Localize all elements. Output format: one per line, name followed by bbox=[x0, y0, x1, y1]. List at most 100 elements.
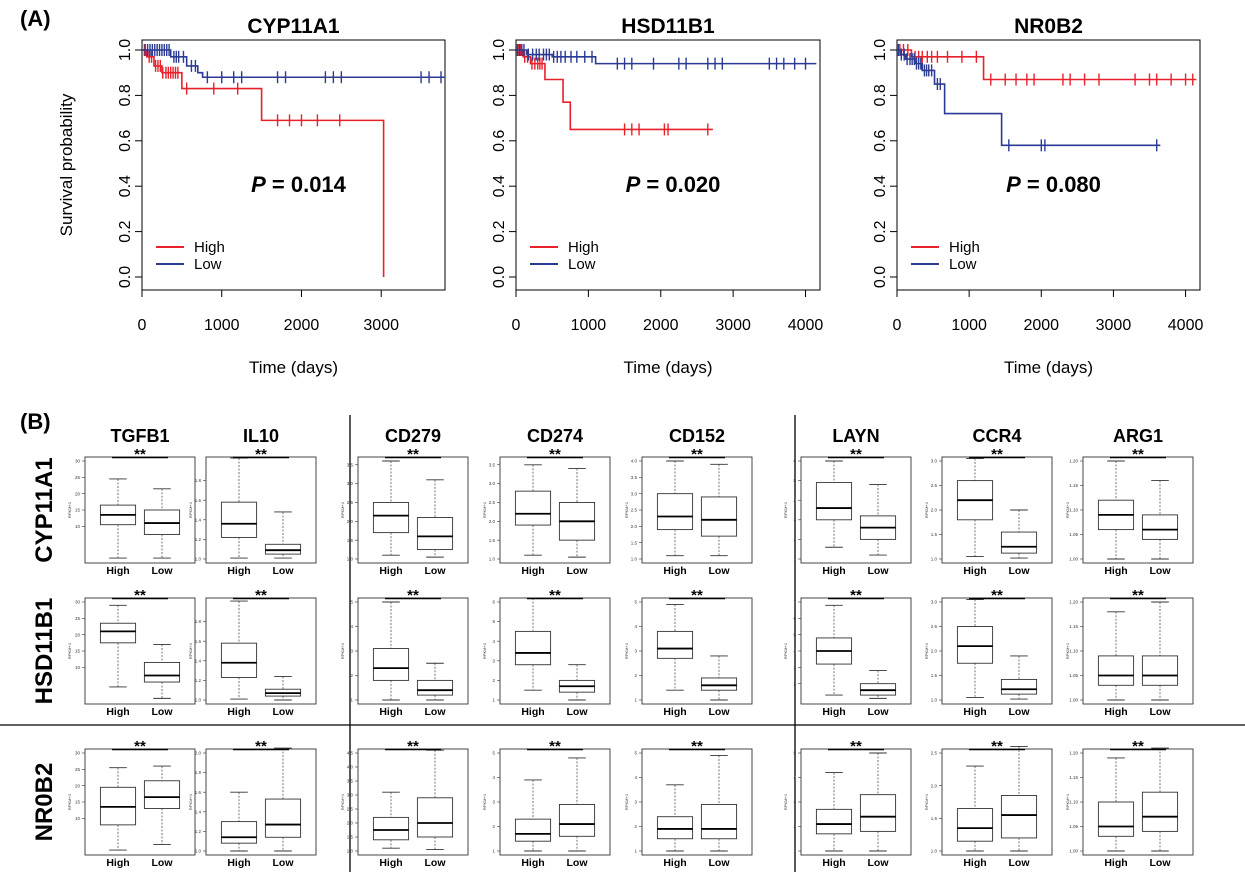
y-tick-label: 2 bbox=[350, 673, 353, 678]
y-tick-label: 1.5 bbox=[347, 835, 354, 840]
boxplot-nr0b2-ccr4: 1.0 1.5 2.0 2.5 RPKM+1 High Low ** bbox=[924, 738, 1053, 869]
y-tick-label: 1.10 bbox=[1069, 649, 1078, 654]
group-label-low: Low bbox=[1150, 857, 1172, 869]
boxplot-cyp11a1-ccr4: 1.0 1.5 2.0 2.5 3.0 RPKM+1 High Low ** bbox=[924, 446, 1053, 577]
box-high bbox=[656, 630, 694, 659]
plot-frame bbox=[515, 39, 821, 291]
y-tick-label: 2 bbox=[492, 824, 495, 829]
km-plot-nr0b2: NR0B2 0.0 0.2 0.4 0.6 0.8 1.0 0 1000 2000 3000 4000… bbox=[872, 15, 1203, 377]
box-high bbox=[220, 501, 258, 538]
group-label-low: Low bbox=[868, 706, 890, 718]
group-label-low: Low bbox=[567, 565, 589, 577]
y-tick-label: 2.0 bbox=[347, 519, 354, 524]
x-axis-label: Time (days) bbox=[1004, 358, 1093, 377]
significance-marker: ** bbox=[255, 587, 267, 604]
y-axis-label: RPKM+1 bbox=[924, 793, 929, 810]
y-axis-label: RPKM+1 bbox=[67, 793, 72, 810]
y-tick-label: 20 bbox=[75, 783, 81, 788]
box-high bbox=[956, 808, 994, 842]
legend-label-low: Low bbox=[194, 256, 222, 273]
x-tick-label: 0 bbox=[893, 317, 902, 334]
y-tick-label: 2 bbox=[793, 824, 796, 829]
panel-a-label: (A) bbox=[20, 6, 51, 31]
box-low bbox=[1000, 795, 1038, 839]
box-high bbox=[220, 642, 258, 678]
box-low bbox=[1000, 678, 1038, 695]
group-label-low: Low bbox=[1150, 565, 1172, 577]
group-label-low: Low bbox=[152, 565, 174, 577]
group-label-low: Low bbox=[425, 857, 447, 869]
y-tick-label: 1.5 bbox=[631, 540, 638, 545]
y-axis-label: RPKM+1 bbox=[924, 642, 929, 659]
y-tick-label: 1.6 bbox=[195, 498, 202, 503]
boxplot-cyp11a1-layn: 1 2 3 4 5 6 RPKM+1 High Low ** bbox=[783, 446, 912, 577]
y-tick-label: 1.0 bbox=[117, 39, 134, 61]
y-axis-label: RPKM+1 bbox=[67, 642, 72, 659]
boxplot-nr0b2-cd152: 1 2 3 4 5 RPKM+1 High Low ** bbox=[624, 738, 753, 869]
box-high bbox=[372, 816, 410, 841]
group-label-high: High bbox=[1104, 706, 1127, 718]
y-tick-label: 1 bbox=[634, 849, 637, 854]
y-tick-label: 1.10 bbox=[1069, 800, 1078, 805]
y-tick-label: 2.5 bbox=[631, 508, 638, 513]
significance-marker: ** bbox=[134, 738, 146, 755]
group-label-high: High bbox=[663, 706, 686, 718]
y-tick-label: 1.0 bbox=[195, 849, 202, 854]
group-label-high: High bbox=[963, 857, 986, 869]
legend-label-low: Low bbox=[949, 256, 977, 273]
y-tick-label: 1.0 bbox=[347, 849, 354, 854]
gene-title-layn: LAYN bbox=[832, 426, 879, 446]
legend-label-high: High bbox=[194, 239, 225, 256]
boxplot-cyp11a1-cd152: 1.0 1.5 2.0 2.5 3.0 3.5 4.0 RPKM+1 High Low ** bbox=[624, 446, 753, 577]
y-tick-label: 2 bbox=[634, 673, 637, 678]
y-tick-label: 0.2 bbox=[491, 220, 508, 242]
survival-plots: CYP11A1 0.0 0.2 0.4 0.6 0.8 1.0 0 1000 2000 3000 Ti… bbox=[57, 15, 1203, 377]
group-label-low: Low bbox=[567, 706, 589, 718]
legend-label-low: Low bbox=[568, 256, 596, 273]
box-low bbox=[264, 798, 302, 838]
y-tick-label: 0.8 bbox=[872, 84, 889, 106]
y-tick-label: 1.0 bbox=[489, 557, 496, 562]
y-tick-label: 1.5 bbox=[489, 538, 496, 543]
boxplot-hsd11b1-cd279: 1 2 3 4 5 RPKM+1 High Low ** bbox=[340, 587, 469, 718]
group-label-low: Low bbox=[273, 565, 295, 577]
plot-title: NR0B2 bbox=[1014, 15, 1083, 38]
x-tick-label: 2000 bbox=[643, 317, 679, 334]
boxplot-hsd11b1-cd152: 1 2 3 4 5 RPKM+1 High Low ** bbox=[624, 587, 753, 718]
significance-marker: ** bbox=[134, 587, 146, 604]
group-label-low: Low bbox=[1009, 706, 1031, 718]
y-tick-label: 2.0 bbox=[931, 649, 938, 654]
y-tick-label: 30 bbox=[75, 459, 81, 464]
y-tick-label: 20 bbox=[75, 491, 81, 496]
box-low bbox=[859, 794, 897, 832]
y-tick-label: 3.5 bbox=[347, 779, 354, 784]
box-high bbox=[815, 482, 853, 521]
box-high bbox=[99, 622, 137, 644]
x-tick-label: 4000 bbox=[788, 317, 824, 334]
survival-curve-high bbox=[897, 49, 1197, 81]
y-tick-label: 3 bbox=[793, 517, 796, 522]
p-value-annotation: P = 0.020 bbox=[626, 172, 721, 197]
y-tick-label: 2 bbox=[634, 824, 637, 829]
p-value-annotation: P = 0.014 bbox=[251, 172, 347, 197]
y-axis-label: RPKM+1 bbox=[1065, 642, 1070, 659]
y-tick-label: 1.05 bbox=[1069, 532, 1078, 537]
significance-marker: ** bbox=[850, 738, 862, 755]
significance-marker: ** bbox=[407, 587, 419, 604]
box-high bbox=[656, 816, 694, 840]
group-label-low: Low bbox=[425, 565, 447, 577]
y-axis-label: RPKM+1 bbox=[188, 793, 193, 810]
y-tick-label: 1 bbox=[492, 698, 495, 703]
y-tick-label: 1.15 bbox=[1069, 483, 1078, 488]
y-tick-label: 5 bbox=[793, 478, 796, 483]
y-axis-label: RPKM+1 bbox=[1065, 501, 1070, 518]
boxplot-frame bbox=[1082, 597, 1194, 705]
x-tick-label: 3000 bbox=[1096, 317, 1132, 334]
y-tick-label: 4 bbox=[634, 775, 637, 780]
box-low bbox=[143, 780, 181, 809]
y-tick-label: 0.8 bbox=[117, 84, 134, 106]
y-axis-label: RPKM+1 bbox=[783, 642, 788, 659]
y-tick-label: 1.8 bbox=[195, 478, 202, 483]
boxplot-cyp11a1-arg1: 1.00 1.05 1.10 1.15 1.20 RPKM+1 High Low ** bbox=[1065, 446, 1194, 577]
